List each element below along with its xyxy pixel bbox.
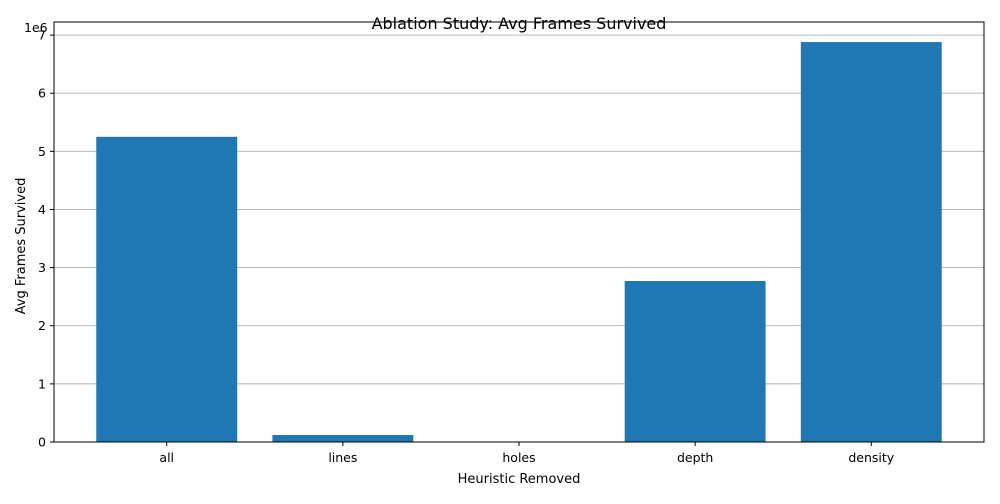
y-tick-label-6: 6 bbox=[38, 86, 46, 101]
y-tick-label-7: 7 bbox=[38, 28, 46, 43]
y-axis-label: Avg Frames Survived bbox=[14, 178, 29, 315]
x-tick-label-holes: holes bbox=[502, 450, 535, 465]
x-tick-label-all: all bbox=[159, 450, 174, 465]
y-tick-label-1: 1 bbox=[38, 376, 46, 391]
bar-density bbox=[800, 42, 942, 443]
chart-title: Ablation Study: Avg Frames Survived bbox=[372, 14, 667, 33]
x-tick-label-depth: depth bbox=[677, 450, 713, 465]
y-axis-offset-label: 1e6 bbox=[24, 20, 48, 35]
ticks-layer: 0 1 2 3 4 5 6 7 all lines holes depth density bbox=[38, 28, 895, 465]
bars-layer bbox=[96, 42, 942, 443]
y-tick-label-4: 4 bbox=[38, 202, 46, 217]
x-tick-label-density: density bbox=[848, 450, 894, 465]
x-axis-label: Heuristic Removed bbox=[458, 472, 581, 487]
y-tick-label-2: 2 bbox=[38, 318, 46, 333]
bar-all bbox=[96, 136, 238, 442]
x-tick-label-lines: lines bbox=[328, 450, 357, 465]
y-tick-label-3: 3 bbox=[38, 260, 46, 275]
y-tick-label-0: 0 bbox=[38, 435, 46, 450]
bar-lines bbox=[272, 435, 414, 442]
bar-depth bbox=[624, 280, 766, 442]
y-tick-label-5: 5 bbox=[38, 144, 46, 159]
